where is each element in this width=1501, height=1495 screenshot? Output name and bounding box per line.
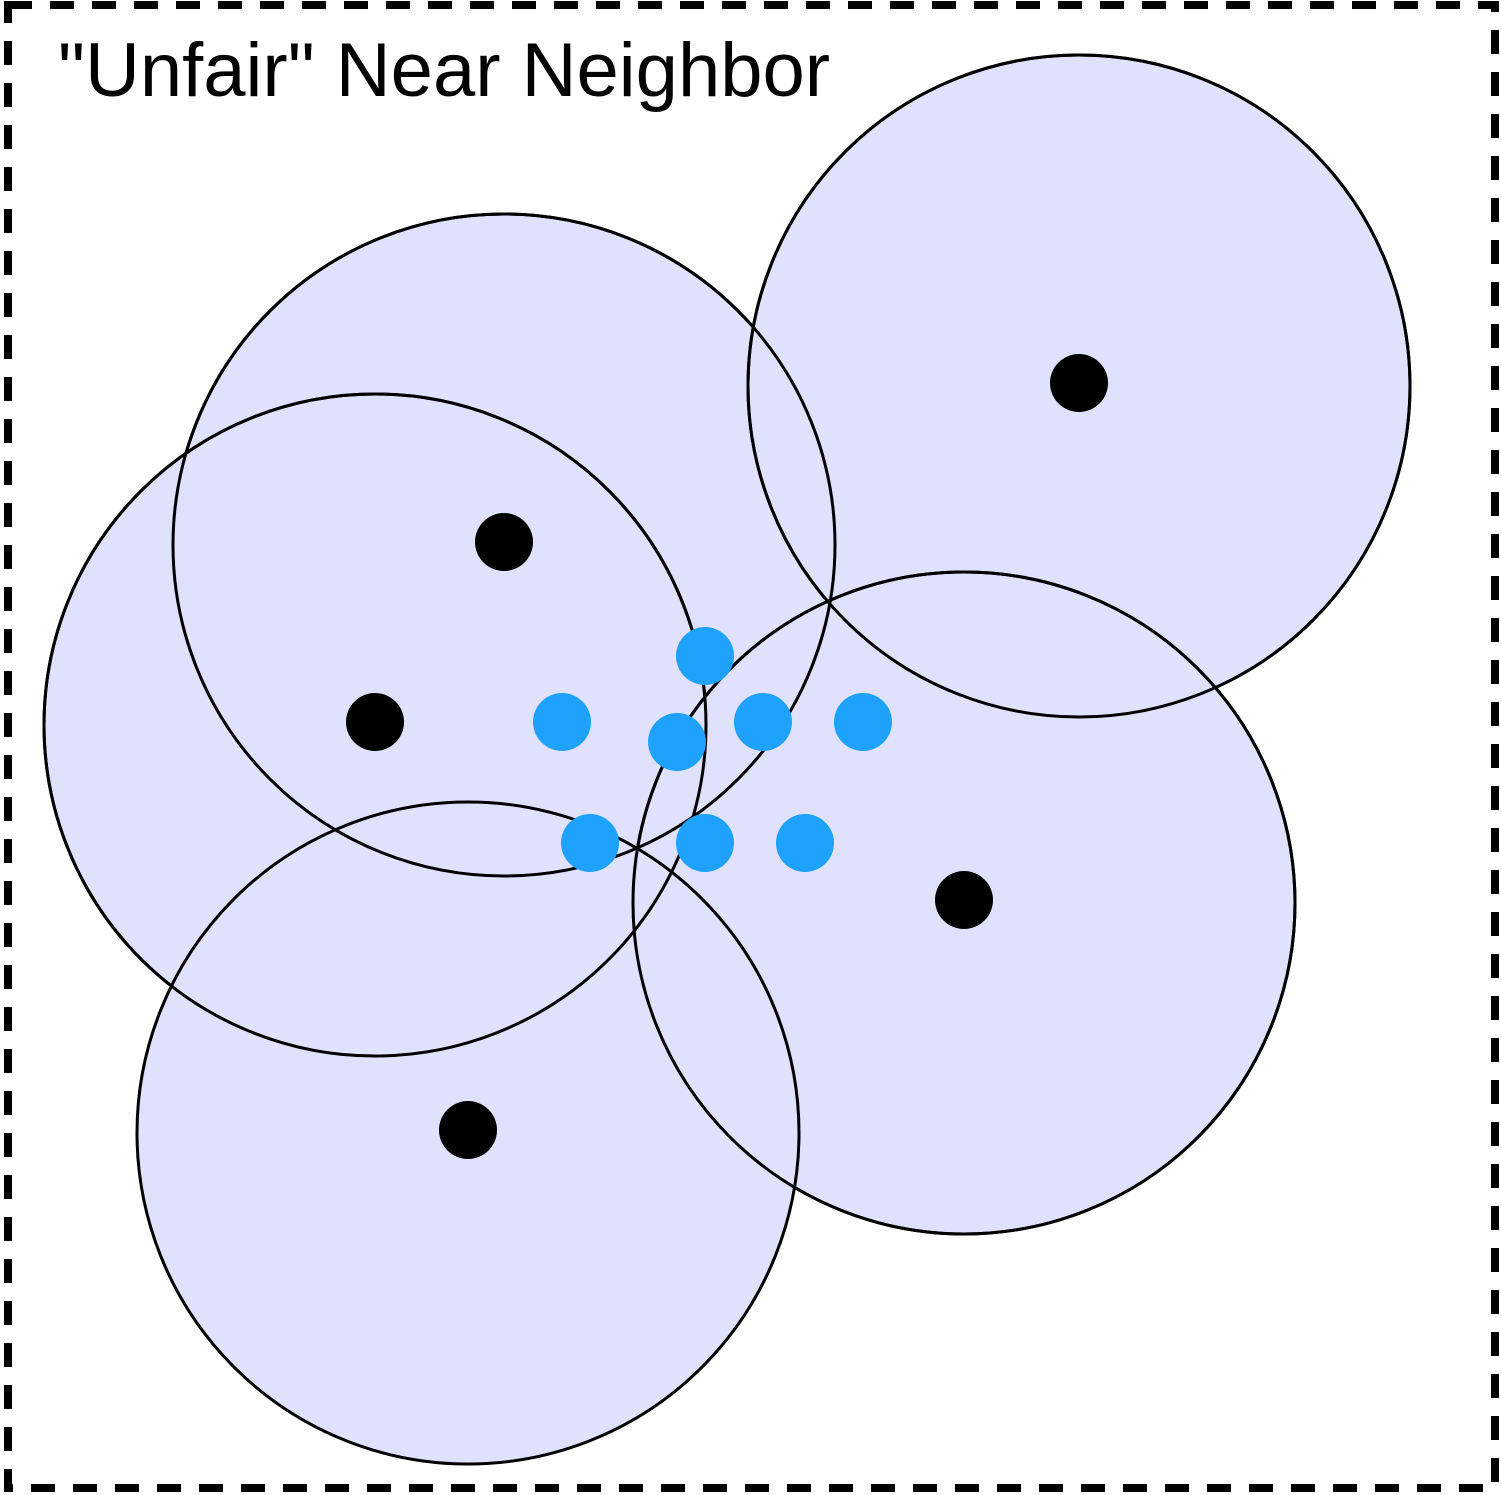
query-point (533, 693, 591, 751)
query-point (676, 627, 734, 685)
query-point (561, 814, 619, 872)
query-point (834, 693, 892, 751)
ball-outline (631, 570, 1297, 1236)
data-point (346, 693, 404, 751)
ball-outline (746, 53, 1412, 719)
ball-outlines (42, 53, 1412, 1236)
query-point (648, 713, 706, 771)
query-point (776, 814, 834, 872)
dashed-frame (4, 1, 1499, 1492)
data-points (346, 354, 1108, 1159)
ball-outline (171, 212, 837, 878)
data-point (935, 871, 993, 929)
query-point (676, 814, 734, 872)
diagram-title: "Unfair" Near Neighbor (58, 28, 830, 113)
data-point (439, 1101, 497, 1159)
data-point (475, 513, 533, 571)
query-points (533, 627, 892, 872)
data-point (1050, 354, 1108, 412)
ball-outline (42, 392, 708, 1058)
query-point (734, 693, 792, 751)
balls (42, 53, 1412, 1466)
